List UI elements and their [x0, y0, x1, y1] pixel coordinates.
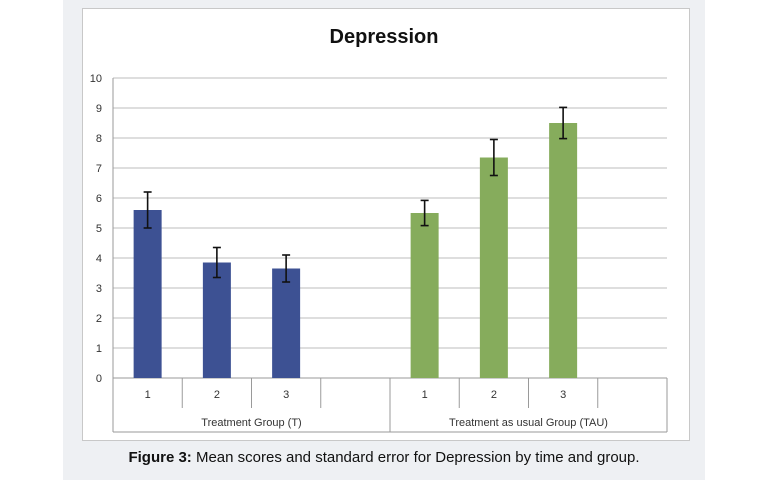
category-label-g1-1: 1	[422, 389, 428, 401]
ytick-label-5: 5	[96, 223, 102, 235]
ytick-label-6: 6	[96, 193, 102, 205]
category-label-g0-3: 3	[283, 389, 289, 401]
ytick-label-9: 9	[96, 103, 102, 115]
error-bars	[143, 106, 568, 283]
category-label-g0-1: 1	[145, 389, 151, 401]
ytick-label-7: 7	[96, 163, 102, 175]
category-axis-table: Treatment Group (T) 1 2 3 Treatment as usual…	[112, 377, 668, 433]
category-label-g1-2: 2	[491, 389, 497, 401]
bar-g1-2	[479, 157, 508, 378]
ytick-label-1: 1	[96, 343, 102, 355]
category-label-g1-3: 3	[560, 389, 566, 401]
group-label-1: Treatment as usual Group (TAU)	[449, 417, 608, 429]
category-label-g0-2: 2	[214, 389, 220, 401]
y-axis-ticks: 0 1 2 3 4 5 6 7 8 9 10	[90, 73, 102, 385]
ytick-label-4: 4	[96, 253, 102, 265]
bar-g0-2	[202, 262, 231, 378]
ytick-label-3: 3	[96, 283, 102, 295]
chart-title: Depression	[330, 26, 439, 48]
bar-g0-1	[133, 210, 162, 378]
ytick-label-8: 8	[96, 133, 102, 145]
group-label-0: Treatment Group (T)	[201, 417, 301, 429]
caption-lead: Figure 3:	[128, 449, 192, 466]
bar-g1-1	[410, 213, 439, 378]
bars	[133, 123, 578, 378]
bar-g1-3	[549, 123, 578, 378]
bar-g0-3	[272, 268, 301, 378]
ytick-label-10: 10	[90, 73, 102, 85]
caption-text: Mean scores and standard error for Depre…	[191, 449, 640, 466]
ytick-label-0: 0	[96, 373, 102, 385]
chart-panel	[82, 8, 690, 441]
ytick-label-2: 2	[96, 313, 102, 325]
figure-caption: Figure 3: Mean scores and standard error…	[63, 449, 705, 466]
gridlines	[112, 77, 667, 379]
